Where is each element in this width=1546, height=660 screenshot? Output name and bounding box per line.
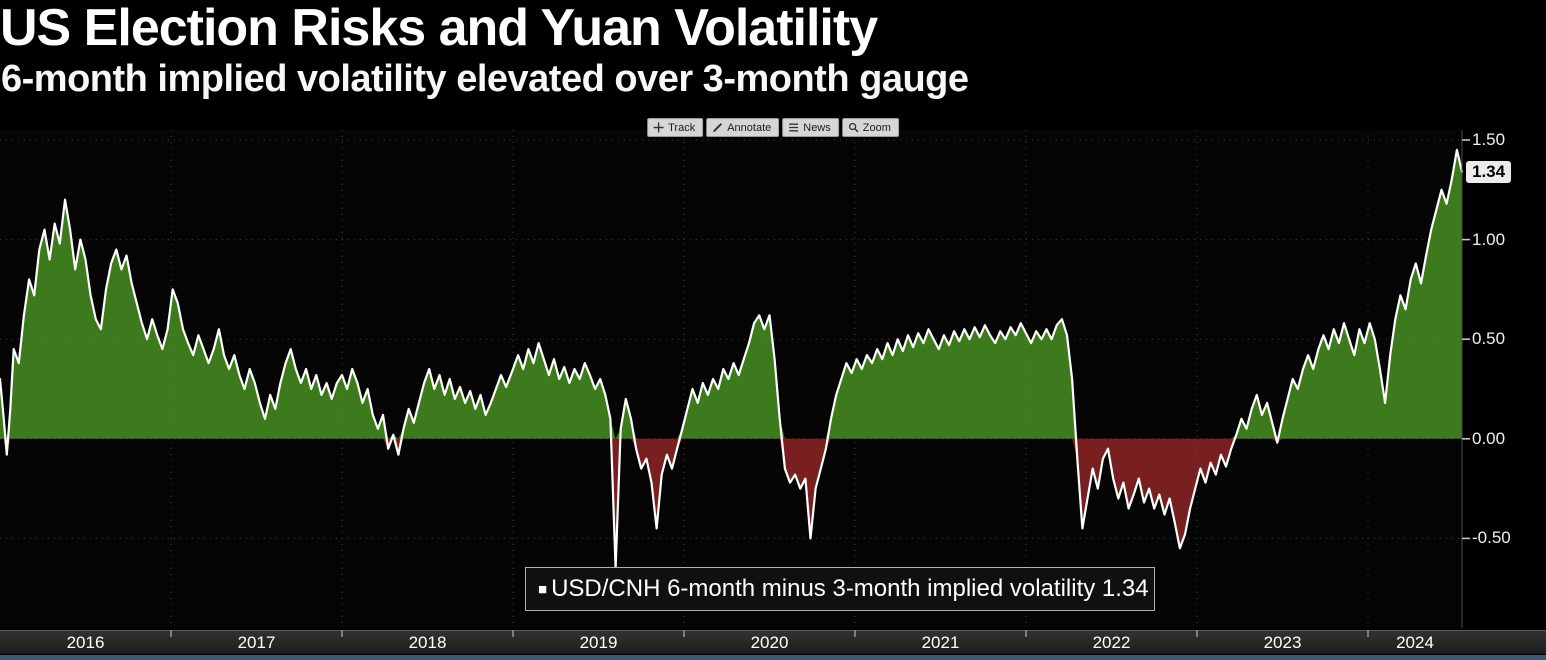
x-axis-label: 2023 [1263,633,1302,652]
toolbar-button-label: Zoom [862,121,891,134]
toolbar-button-news[interactable]: News [782,118,839,137]
news-icon [788,122,799,133]
last-value-badge: 1.34 [1466,160,1512,183]
y-axis-label: 1.50 [1472,130,1506,149]
y-axis-label: 0.00 [1472,428,1506,448]
positive-area [0,149,1462,439]
series-legend[interactable]: ■ USD/CNH 6-month minus 3-month implied … [525,567,1155,611]
x-axis-label: 2021 [921,633,960,652]
series-line [0,148,1464,570]
toolbar-button-label: Annotate [727,121,772,134]
x-axis-label: 2016 [66,633,105,652]
zoom-icon [848,122,859,133]
chart-subtitle: 6-month implied volatility elevated over… [1,58,969,100]
gridlines [0,130,1462,628]
series-swatch-icon: ■ [538,580,548,598]
x-axis-label: 2020 [750,633,789,652]
y-axis-label: 1.00 [1472,229,1506,249]
toolbar-button-label: News [803,121,831,134]
chart-toolbar: Track Annotate News Zoom [647,118,899,137]
x-axis-label: 2018 [408,633,447,652]
chart-title: US Election Risks and Yuan Volatility [0,0,878,57]
y-axis-label: 0.50 [1472,329,1506,349]
negative-area [0,438,1462,569]
x-axis-label: 2024 [1396,633,1434,652]
x-axis-ticks [170,630,1369,637]
toolbar-button-zoom[interactable]: Zoom [841,118,899,137]
toolbar-button-label: Track [668,121,696,134]
bottom-scrollbar[interactable] [0,655,1546,660]
y-axis-label: -0.50 [1472,528,1511,548]
x-axis-label: 2022 [1092,633,1131,652]
annotate-icon [712,122,723,133]
legend-label: USD/CNH 6-month minus 3-month implied vo… [551,575,1149,602]
x-axis-label: 2019 [579,633,618,652]
toolbar-button-annotate[interactable]: Annotate [706,118,780,137]
toolbar-button-track[interactable]: Track [647,118,704,137]
x-axis-strip[interactable] [0,630,1546,654]
y-axis-ticks [1462,139,1470,540]
track-icon [653,122,664,133]
x-axis-label: 2017 [237,633,276,652]
